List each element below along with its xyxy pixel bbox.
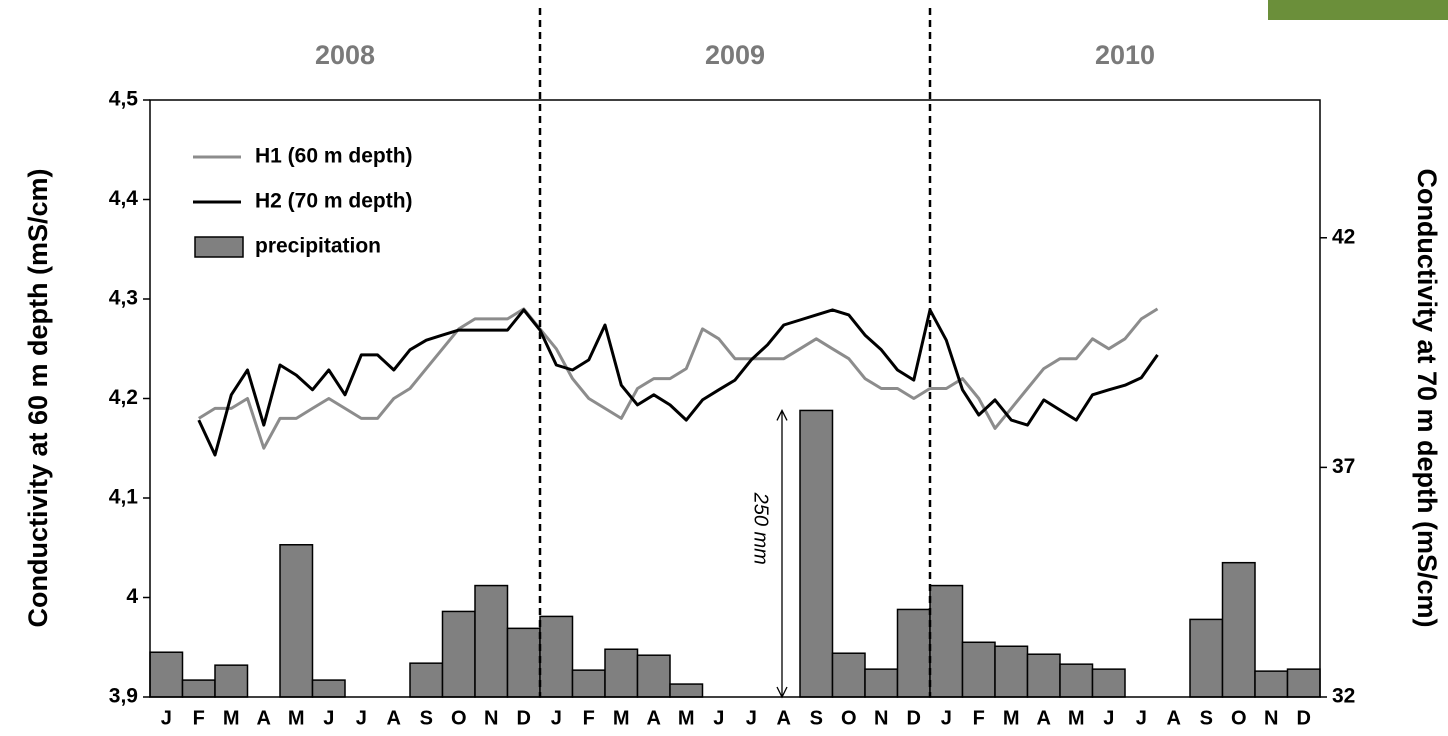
bar [963,642,996,697]
x-tick-label: J [941,707,952,729]
x-tick-label: F [193,707,205,729]
x-tick-label: A [1167,707,1181,729]
x-tick-label: A [387,707,401,729]
annotation: 250 mm [750,492,772,565]
y-tick-label: 4,3 [109,287,138,310]
bar [573,670,606,697]
y2-tick-label: 42 [1332,225,1355,248]
bar [313,680,346,697]
x-tick-label: J [1103,707,1114,729]
y-axis-title: Conductivity at 60 m depth (mS/cm) [23,168,53,627]
year-label: 2010 [1095,40,1155,70]
legend-label: H1 (60 m depth) [255,145,413,168]
bar [638,655,671,697]
x-tick-label: N [484,707,498,729]
bar [1093,669,1126,697]
y-tick-label: 4,2 [109,386,138,409]
x-tick-label: S [1200,707,1213,729]
year-label: 2008 [315,40,375,70]
x-tick-label: A [777,707,791,729]
x-tick-label: S [420,707,433,729]
x-tick-label: F [973,707,985,729]
x-tick-label: M [1003,707,1020,729]
line-series [199,309,1158,448]
x-tick-label: J [356,707,367,729]
x-tick-label: S [810,707,823,729]
line-series [199,310,1158,455]
bar [930,586,963,697]
x-tick-label: M [613,707,630,729]
y-tick-label: 4,1 [109,486,139,509]
y2-axis-title: Conductivity at 70 m depth (mS/cm) [1412,168,1442,627]
legend-label: precipitation [255,235,381,258]
x-tick-label: J [551,707,562,729]
bar [443,611,476,697]
x-tick-label: O [841,707,857,729]
bar [605,649,638,697]
x-tick-label: J [161,707,172,729]
x-tick-label: M [223,707,240,729]
bar [1028,654,1061,697]
bar [215,665,248,697]
photo-thumbnail [1268,0,1448,20]
x-tick-label: O [1231,707,1247,729]
y-tick-label: 4,4 [109,187,139,210]
x-tick-label: M [1068,707,1085,729]
y2-tick-label: 32 [1332,685,1355,708]
bar [280,545,313,697]
bar [670,684,703,697]
x-tick-label: M [288,707,305,729]
y-tick-label: 4,5 [109,88,139,111]
bar [898,609,931,697]
bar [1190,619,1223,697]
y-tick-label: 4 [126,585,138,608]
x-tick-label: M [678,707,695,729]
x-tick-label: J [1136,707,1147,729]
x-tick-label: J [746,707,757,729]
x-tick-label: A [1037,707,1051,729]
x-tick-label: J [323,707,334,729]
y-tick-label: 3,9 [109,685,138,708]
bar [150,652,183,697]
legend-label: H2 (70 m depth) [255,190,413,213]
bar [508,628,541,697]
bar [1223,563,1256,697]
x-tick-label: F [583,707,595,729]
x-tick-label: D [1297,707,1311,729]
bar [1288,669,1321,697]
x-tick-label: N [1264,707,1278,729]
legend-swatch [195,237,243,257]
bar [410,663,443,697]
bar [865,669,898,697]
x-tick-label: O [451,707,467,729]
bar [1060,664,1093,697]
bar [475,586,508,697]
x-tick-label: J [713,707,724,729]
year-label: 2009 [705,40,765,70]
x-tick-label: A [647,707,661,729]
x-tick-label: A [257,707,271,729]
x-tick-label: D [517,707,531,729]
y2-tick-label: 37 [1332,455,1355,478]
x-tick-label: D [907,707,921,729]
bar [540,616,573,697]
bar [800,410,833,697]
bar [833,653,866,697]
chart: Conductivity at 60 m depth (mS/cm) Condu… [0,0,1448,731]
bar [995,646,1028,697]
x-tick-label: N [874,707,888,729]
bar [183,680,216,697]
bar [1255,671,1288,697]
